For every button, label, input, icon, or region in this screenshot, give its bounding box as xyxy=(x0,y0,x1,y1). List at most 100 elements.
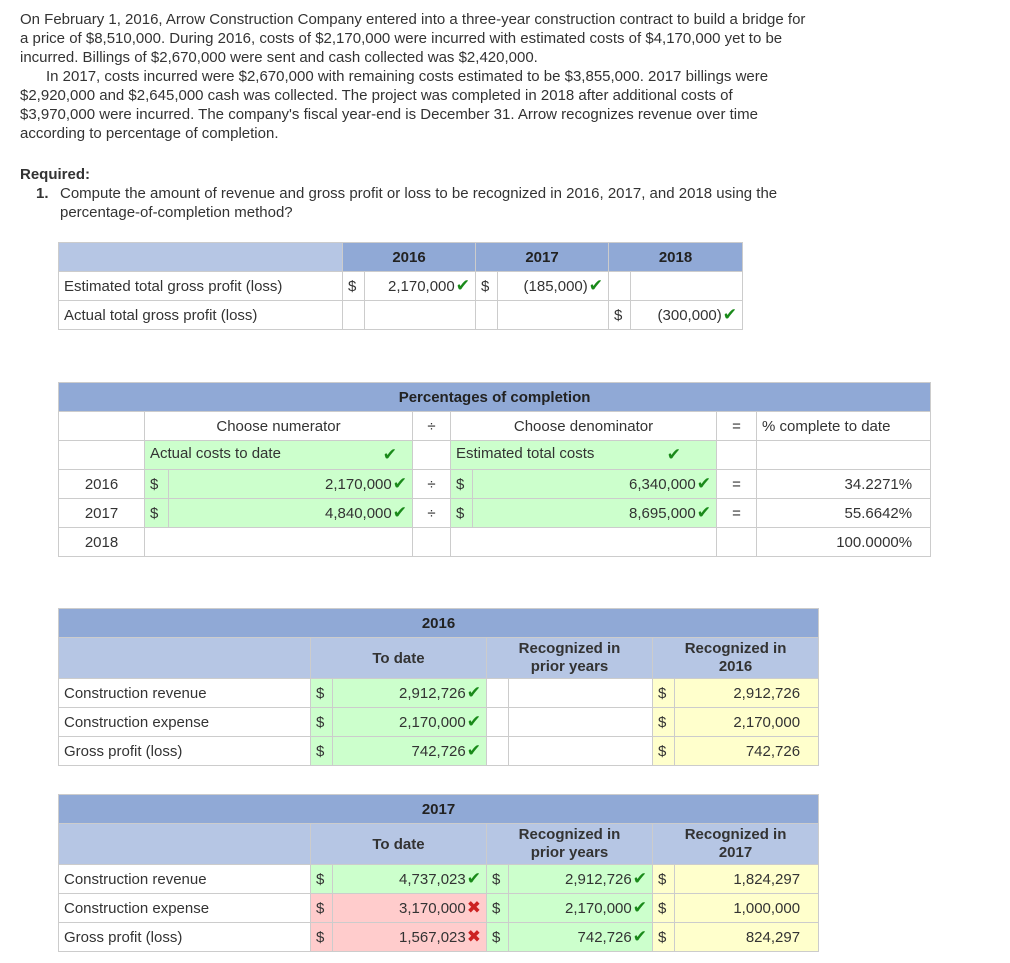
expense-prior-input[interactable]: 2,170,000✔ xyxy=(508,893,653,923)
empty-cell xyxy=(716,527,757,557)
empty-cell xyxy=(608,271,631,301)
empty-cell xyxy=(630,271,743,301)
estimated-gp-2017-input[interactable]: (185,000)✔ xyxy=(497,271,609,301)
row-label-actual: Actual total gross profit (loss) xyxy=(58,300,343,330)
problem-paragraph-2: In 2017, costs incurred were $2,670,000 … xyxy=(20,68,769,142)
dollar-sign: $ xyxy=(310,707,333,737)
year-header-2016: 2016 xyxy=(342,242,476,272)
expense-recognized-2017: 1,000,000 xyxy=(673,893,820,923)
col-prior-years: Recognized in prior years xyxy=(486,823,653,865)
denominator-2017-input[interactable]: 8,695,000✔ xyxy=(472,498,717,528)
revenue-recognized-2016: 2,912,726 xyxy=(673,678,820,708)
col-to-date: To date xyxy=(310,823,487,865)
col-prior-line2: prior years xyxy=(530,844,609,861)
header-blank xyxy=(58,637,311,679)
estimated-gp-2017-value: (185,000) xyxy=(523,278,588,295)
numerator-2016-value: 2,170,000 xyxy=(325,476,392,493)
divide-symbol: ÷ xyxy=(412,469,451,499)
col-prior-line1: Recognized in xyxy=(518,826,621,843)
equals-symbol: = xyxy=(716,498,757,528)
denominator-header: Choose denominator xyxy=(450,411,717,441)
check-icon: ✔ xyxy=(588,276,603,295)
empty-cell xyxy=(475,300,498,330)
percent-2017: 55.6642% xyxy=(755,498,932,528)
numerator-2017-input[interactable]: 4,840,000✔ xyxy=(168,498,413,528)
revenue-prior-input[interactable]: 2,912,726✔ xyxy=(508,864,653,894)
col-recognized-line2: 2016 xyxy=(718,658,753,675)
dollar-sign: $ xyxy=(310,736,333,766)
revenue-to-date-input[interactable]: 2,912,726✔ xyxy=(332,678,487,708)
expense-to-date-input[interactable]: 2,170,000✔ xyxy=(332,707,487,737)
expense-recognized-2016: 2,170,000 xyxy=(673,707,820,737)
dollar-sign: $ xyxy=(608,300,631,330)
col-recognized-line1: Recognized in xyxy=(684,640,787,657)
header-blank xyxy=(58,823,311,865)
numerator-2016-input[interactable]: 2,170,000✔ xyxy=(168,469,413,499)
requirement-text: Compute the amount of revenue and gross … xyxy=(60,185,778,221)
numerator-header: Choose numerator xyxy=(144,411,413,441)
percent-2018: 100.0000% xyxy=(755,527,932,557)
row-label: Construction expense xyxy=(58,893,311,923)
row-label: Construction revenue xyxy=(58,864,311,894)
recognition-table-2017: 2017 To date Recognized in prior years Re… xyxy=(57,794,820,952)
row-label: Construction expense xyxy=(58,707,311,737)
empty-cell xyxy=(497,300,609,330)
revenue-to-date-input[interactable]: 4,737,023✔ xyxy=(332,864,487,894)
empty-cell xyxy=(450,527,717,557)
actual-gp-2018-input[interactable]: (300,000)✔ xyxy=(630,300,743,330)
dollar-sign: $ xyxy=(652,893,675,923)
gross-profit-recognized-2016: 742,726 xyxy=(673,736,820,766)
dollar-sign: $ xyxy=(486,922,509,952)
col-prior-years: Recognized in prior years xyxy=(486,637,653,679)
numerator-2017-value: 4,840,000 xyxy=(325,505,392,522)
check-icon: ✔ xyxy=(666,445,681,464)
empty-cell xyxy=(508,736,653,766)
row-label: Construction revenue xyxy=(58,678,311,708)
estimated-gp-2016-input[interactable]: 2,170,000✔ xyxy=(364,271,476,301)
denominator-2016-value: 6,340,000 xyxy=(629,476,696,493)
gross-profit-to-date-input[interactable]: 1,567,023✖ xyxy=(332,922,487,952)
check-icon: ✔ xyxy=(632,927,647,946)
check-icon: ✔ xyxy=(466,683,481,702)
percent-complete-table: Percentages of completion Choose numerat… xyxy=(57,382,932,557)
dollar-sign: $ xyxy=(310,922,333,952)
revenue-to-date-value: 4,737,023 xyxy=(399,871,466,888)
revenue-prior-value: 2,912,726 xyxy=(565,871,632,888)
required-heading: Required: xyxy=(20,166,91,183)
empty-cell xyxy=(716,440,757,470)
numerator-select[interactable]: Actual costs to date ✔ xyxy=(144,440,413,470)
dollar-sign: $ xyxy=(652,736,675,766)
cross-icon: ✖ xyxy=(466,927,481,946)
gross-profit-to-date-input[interactable]: 742,726✔ xyxy=(332,736,487,766)
denominator-select[interactable]: Estimated total costs ✔ xyxy=(450,440,717,470)
expense-to-date-value: 3,170,000 xyxy=(399,900,466,917)
gross-profit-table: 2016 2017 2018 Estimated total gross pro… xyxy=(58,242,743,330)
requirement-number: 1. xyxy=(36,185,49,202)
row-label: Gross profit (loss) xyxy=(58,736,311,766)
gross-profit-to-date-value: 742,726 xyxy=(411,743,466,760)
dollar-sign: $ xyxy=(475,271,498,301)
estimated-gp-2016-value: 2,170,000 xyxy=(388,278,455,295)
cross-icon: ✖ xyxy=(466,898,481,917)
empty-cell xyxy=(364,300,476,330)
year-label: 2017 xyxy=(58,498,145,528)
gross-profit-prior-input[interactable]: 742,726✔ xyxy=(508,922,653,952)
empty-cell xyxy=(342,300,365,330)
dollar-sign: $ xyxy=(342,271,365,301)
dollar-sign: $ xyxy=(652,922,675,952)
dollar-sign: $ xyxy=(486,864,509,894)
problem-statement: On February 1, 2016, Arrow Construction … xyxy=(20,10,810,143)
divide-symbol: ÷ xyxy=(412,498,451,528)
denominator-2016-input[interactable]: 6,340,000✔ xyxy=(472,469,717,499)
percent-complete-title: Percentages of completion xyxy=(57,382,932,412)
problem-paragraph-1: On February 1, 2016, Arrow Construction … xyxy=(20,11,806,66)
check-icon: ✔ xyxy=(696,503,711,522)
empty-cell xyxy=(412,527,451,557)
requirement-1: 1. Compute the amount of revenue and gro… xyxy=(36,184,796,222)
expense-to-date-input[interactable]: 3,170,000✖ xyxy=(332,893,487,923)
check-icon: ✔ xyxy=(392,474,407,493)
expense-to-date-value: 2,170,000 xyxy=(399,714,466,731)
result-header: % complete to date xyxy=(755,411,932,441)
col-recognized-line1: Recognized in xyxy=(684,826,787,843)
year-label: 2018 xyxy=(58,527,145,557)
